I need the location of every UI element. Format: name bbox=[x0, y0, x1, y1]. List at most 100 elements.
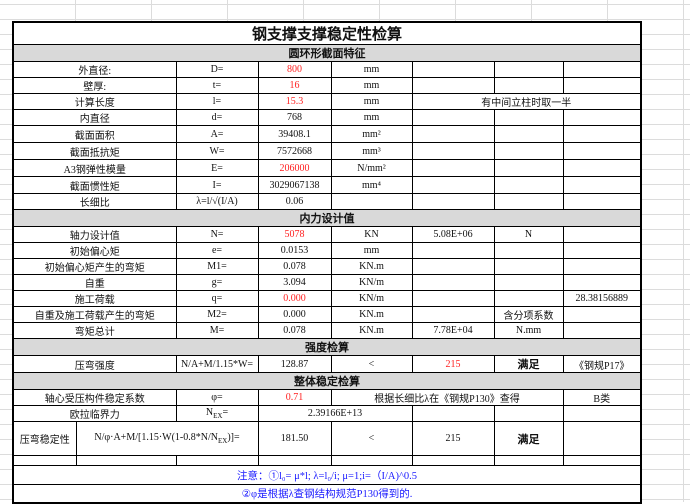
category[interactable]: B类 bbox=[562, 389, 642, 406]
cell[interactable] bbox=[493, 77, 564, 94]
cell[interactable] bbox=[562, 77, 642, 94]
cell[interactable] bbox=[411, 455, 495, 466]
cell[interactable] bbox=[562, 142, 642, 160]
cell[interactable]: 含分项系数 bbox=[493, 306, 564, 323]
param-label[interactable]: 长细比 bbox=[12, 193, 177, 210]
cell[interactable] bbox=[493, 290, 564, 307]
param-unit[interactable] bbox=[330, 193, 413, 210]
param-symbol[interactable]: M2= bbox=[175, 306, 259, 323]
cell[interactable] bbox=[493, 61, 564, 78]
cell[interactable] bbox=[411, 109, 495, 126]
cell[interactable] bbox=[12, 455, 77, 466]
param-value[interactable]: 3.094 bbox=[257, 274, 332, 291]
cell[interactable] bbox=[562, 193, 642, 210]
cell[interactable] bbox=[562, 159, 642, 177]
param-label[interactable]: 弯矩总计 bbox=[12, 322, 177, 339]
param-value[interactable]: 128.87 bbox=[257, 355, 332, 373]
cell[interactable] bbox=[562, 274, 642, 291]
param-label[interactable]: 施工荷载 bbox=[12, 290, 177, 307]
cell[interactable]: 7.78E+04 bbox=[411, 322, 495, 339]
param-label[interactable]: 内直径 bbox=[12, 109, 177, 126]
cell[interactable] bbox=[493, 193, 564, 210]
cell[interactable]: N.mm bbox=[493, 322, 564, 339]
cell[interactable] bbox=[493, 125, 564, 143]
limit-value[interactable]: 215 bbox=[411, 421, 495, 456]
cell[interactable] bbox=[562, 125, 642, 143]
cell[interactable] bbox=[493, 159, 564, 177]
section-header[interactable]: 内力设计值 bbox=[12, 209, 642, 227]
param-value[interactable]: 206000 bbox=[257, 159, 332, 177]
param-symbol[interactable]: M1= bbox=[175, 258, 259, 275]
param-label[interactable]: 外直径: bbox=[12, 61, 177, 78]
cell[interactable] bbox=[411, 242, 495, 259]
param-label[interactable]: 截面抵抗矩 bbox=[12, 142, 177, 160]
cell[interactable] bbox=[493, 142, 564, 160]
cell[interactable] bbox=[493, 242, 564, 259]
cell[interactable] bbox=[75, 455, 177, 466]
param-label[interactable]: 压弯强度 bbox=[12, 355, 177, 373]
note-text[interactable]: 注意：①l₀= μ*l; λ=l₀/i; μ=1;i=（I/A)^0.5 bbox=[12, 465, 642, 485]
param-symbol[interactable]: A= bbox=[175, 125, 259, 143]
param-symbol[interactable]: e= bbox=[175, 242, 259, 259]
cell[interactable] bbox=[411, 159, 495, 177]
cell[interactable] bbox=[562, 176, 642, 194]
param-symbol[interactable]: I= bbox=[175, 176, 259, 194]
param-label[interactable]: 截面惯性矩 bbox=[12, 176, 177, 194]
formula[interactable]: N/A+M/1.15*W= bbox=[175, 355, 259, 373]
param-symbol[interactable]: λ=l/√(I/A) bbox=[175, 193, 259, 210]
cell[interactable] bbox=[411, 142, 495, 160]
cell[interactable] bbox=[562, 306, 642, 323]
param-symbol[interactable]: g= bbox=[175, 274, 259, 291]
cell[interactable] bbox=[175, 455, 259, 466]
cell[interactable] bbox=[493, 405, 564, 422]
cell[interactable] bbox=[562, 322, 642, 339]
param-value[interactable]: 181.50 bbox=[257, 421, 332, 456]
cell[interactable] bbox=[411, 61, 495, 78]
param-unit[interactable]: mm bbox=[330, 93, 413, 110]
cell[interactable]: KN.m bbox=[330, 258, 413, 275]
param-label[interactable]: A3钢弹性模量 bbox=[12, 159, 177, 177]
param-unit[interactable]: mm³ bbox=[330, 142, 413, 160]
note-text[interactable]: ②φ是根据λ查钢结构规范P130得到的. bbox=[12, 484, 642, 503]
param-value[interactable]: 15.3 bbox=[257, 93, 332, 110]
param-label[interactable]: 轴心受压构件稳定系数 bbox=[12, 389, 177, 406]
sheet-title[interactable]: 钢支撑支撑稳定性检算 bbox=[12, 21, 642, 45]
cell[interactable]: N bbox=[493, 226, 564, 243]
cell[interactable] bbox=[411, 77, 495, 94]
param-label[interactable]: 初始偏心矩 bbox=[12, 242, 177, 259]
param-value[interactable]: 5078 bbox=[257, 226, 332, 243]
param-symbol[interactable]: d= bbox=[175, 109, 259, 126]
section-header[interactable]: 圆环形截面特征 bbox=[12, 44, 642, 62]
param-label[interactable]: 欧拉临界力 bbox=[12, 405, 177, 422]
param-symbol[interactable]: D= bbox=[175, 61, 259, 78]
cell[interactable]: 28.38156889 bbox=[562, 290, 642, 307]
cell[interactable]: KN.m bbox=[330, 322, 413, 339]
cell[interactable] bbox=[411, 306, 495, 323]
param-value[interactable]: 7572668 bbox=[257, 142, 332, 160]
param-value[interactable]: 0.0153 bbox=[257, 242, 332, 259]
param-value[interactable]: 0.078 bbox=[257, 322, 332, 339]
note-cell[interactable]: 根据长细比λ在《钢规P130》查得 bbox=[330, 389, 564, 406]
param-value[interactable]: 16 bbox=[257, 77, 332, 94]
cell[interactable] bbox=[562, 226, 642, 243]
cell[interactable]: KN/m bbox=[330, 290, 413, 307]
param-value[interactable]: 0.000 bbox=[257, 290, 332, 307]
param-unit[interactable]: mm⁴ bbox=[330, 176, 413, 194]
param-symbol[interactable]: q= bbox=[175, 290, 259, 307]
code-reference[interactable]: 《钢规P17》 bbox=[562, 355, 642, 373]
param-unit[interactable]: mm bbox=[330, 61, 413, 78]
note-cell[interactable]: 有中间立柱时取一半 bbox=[411, 93, 642, 110]
cell[interactable] bbox=[493, 176, 564, 194]
param-label[interactable]: 轴力设计值 bbox=[12, 226, 177, 243]
param-unit[interactable]: mm² bbox=[330, 125, 413, 143]
cell[interactable]: KN.m bbox=[330, 306, 413, 323]
result-status[interactable]: 满足 bbox=[493, 421, 564, 456]
cell[interactable] bbox=[562, 242, 642, 259]
cell[interactable] bbox=[493, 274, 564, 291]
cell[interactable] bbox=[562, 109, 642, 126]
param-unit[interactable]: mm bbox=[330, 77, 413, 94]
param-symbol[interactable]: NEX= bbox=[175, 405, 259, 422]
cell[interactable] bbox=[493, 109, 564, 126]
param-value[interactable]: 0.000 bbox=[257, 306, 332, 323]
param-unit[interactable]: mm bbox=[330, 109, 413, 126]
